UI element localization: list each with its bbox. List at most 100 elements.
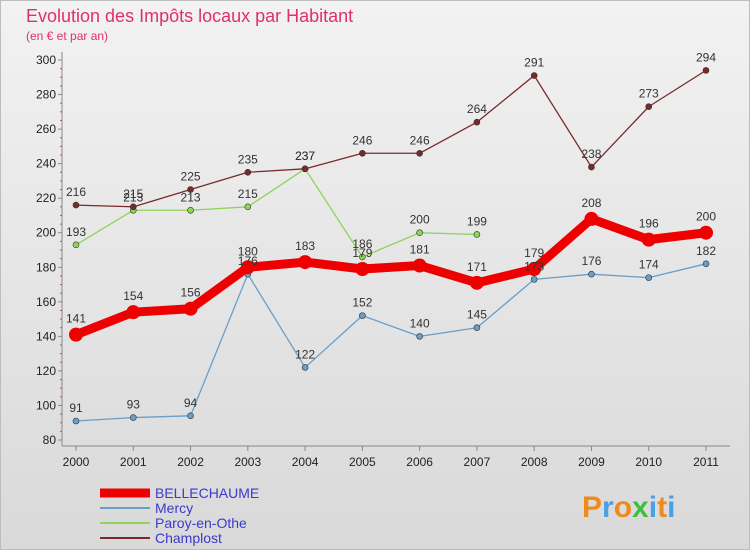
logo-letter: x <box>632 491 649 524</box>
data-label-champlost: 291 <box>524 56 544 70</box>
data-point-mercy <box>301 364 309 371</box>
y-tick-label: 160 <box>36 295 56 309</box>
data-label-bellechaume: 179 <box>524 246 544 260</box>
data-label-champlost: 246 <box>352 133 372 147</box>
data-label-champlost: 237 <box>295 149 315 163</box>
chart-title: Evolution des Impôts locaux par Habitant <box>26 6 353 26</box>
data-point-champlost <box>359 149 366 157</box>
data-label-mercy: 152 <box>352 296 372 310</box>
data-label-paroy-en-othe: 193 <box>66 225 86 239</box>
data-label-bellechaume: 179 <box>352 246 372 260</box>
data-label-paroy-en-othe: 186 <box>352 237 372 251</box>
x-tick-label: 2000 <box>63 455 90 469</box>
data-point-mercy <box>72 417 80 425</box>
x-tick-label: 2006 <box>406 455 433 469</box>
x-tick-label: 2011 <box>693 455 719 469</box>
x-tick-label: 2002 <box>177 455 204 469</box>
data-point-paroy-en-othe <box>244 203 252 211</box>
y-tick-label: 140 <box>36 329 56 343</box>
data-point-bellechaume <box>126 305 141 320</box>
logo-letter: o <box>614 491 632 524</box>
y-tick-label: 120 <box>36 364 56 378</box>
data-point-paroy-en-othe <box>359 253 366 261</box>
logo-letter: P <box>582 491 602 524</box>
y-tick-label: 300 <box>36 53 56 67</box>
data-label-paroy-en-othe: 200 <box>410 213 430 227</box>
logo-letter: r <box>602 491 614 524</box>
y-tick-label: 260 <box>36 122 56 136</box>
logo-letter: i <box>667 491 675 524</box>
data-label-paroy-en-othe: 237 <box>295 149 315 163</box>
series-lines <box>69 67 713 425</box>
data-point-champlost <box>473 118 481 126</box>
data-point-paroy-en-othe <box>416 229 423 237</box>
data-point-mercy <box>473 324 481 332</box>
data-label-champlost: 238 <box>581 147 601 161</box>
x-tick-label: 2004 <box>292 455 319 469</box>
data-point-champlost <box>588 163 595 171</box>
data-label-champlost: 216 <box>66 185 86 199</box>
data-point-mercy <box>129 414 137 421</box>
data-point-champlost <box>129 203 137 211</box>
y-tick-label: 80 <box>43 433 57 447</box>
data-point-champlost <box>416 149 423 157</box>
data-label-bellechaume: 171 <box>467 260 487 274</box>
data-point-bellechaume <box>69 327 83 342</box>
data-point-champlost <box>530 72 538 79</box>
x-tick-label: 2008 <box>521 455 548 469</box>
data-label-bellechaume: 200 <box>696 210 716 224</box>
data-point-champlost <box>244 168 252 176</box>
data-label-champlost: 235 <box>238 152 258 166</box>
data-label-paroy-en-othe: 199 <box>467 214 487 228</box>
data-point-champlost <box>702 67 710 74</box>
data-label-mercy: 140 <box>410 316 430 330</box>
data-point-bellechaume <box>298 255 313 270</box>
data-point-bellechaume <box>699 225 713 240</box>
legend-label-paroy-en-othe: Paroy-en-Othe <box>155 515 247 531</box>
data-label-mercy: 91 <box>69 401 83 415</box>
data-label-mercy: 182 <box>696 244 716 258</box>
data-point-mercy <box>588 270 595 278</box>
data-point-bellechaume <box>183 301 198 316</box>
y-tick-label: 220 <box>36 191 56 205</box>
data-point-mercy <box>416 333 423 340</box>
data-label-bellechaume: 156 <box>181 286 201 300</box>
data-point-mercy <box>702 260 710 268</box>
legend-label-champlost: Champlost <box>155 530 222 546</box>
data-label-bellechaume: 141 <box>66 312 86 326</box>
proxiti-logo: Proxiti <box>582 491 675 524</box>
data-point-bellechaume <box>240 260 255 275</box>
data-point-champlost <box>187 186 194 193</box>
y-tick-label: 100 <box>36 398 56 412</box>
data-label-bellechaume: 180 <box>238 244 258 258</box>
data-label-mercy: 174 <box>639 258 659 272</box>
data-label-mercy: 173 <box>524 259 544 273</box>
data-point-mercy <box>187 412 194 420</box>
series-line-mercy <box>75 263 707 422</box>
data-point-bellechaume <box>641 232 656 247</box>
series-line-champlost <box>75 69 707 208</box>
data-point-champlost <box>72 201 80 209</box>
data-label-mercy: 94 <box>184 396 198 410</box>
x-tick-label: 2005 <box>349 455 376 469</box>
x-tick-label: 2003 <box>234 455 261 469</box>
data-point-mercy <box>530 276 538 283</box>
legend-label-bellechaume: BELLECHAUME <box>155 485 259 501</box>
data-label-bellechaume: 181 <box>410 243 430 257</box>
data-label-bellechaume: 196 <box>639 217 659 231</box>
series-line-bellechaume <box>71 214 711 340</box>
data-point-champlost <box>301 165 309 173</box>
data-point-paroy-en-othe <box>187 206 194 214</box>
data-point-paroy-en-othe <box>72 241 80 249</box>
y-tick-label: 280 <box>36 88 56 102</box>
data-label-champlost: 246 <box>410 133 430 147</box>
data-point-bellechaume <box>469 275 484 290</box>
data-point-mercy <box>359 312 366 319</box>
data-label-mercy: 176 <box>581 254 601 268</box>
data-label-bellechaume: 183 <box>295 239 315 253</box>
data-label-paroy-en-othe: 215 <box>238 187 258 201</box>
series-line-paroy-en-othe <box>75 168 478 258</box>
